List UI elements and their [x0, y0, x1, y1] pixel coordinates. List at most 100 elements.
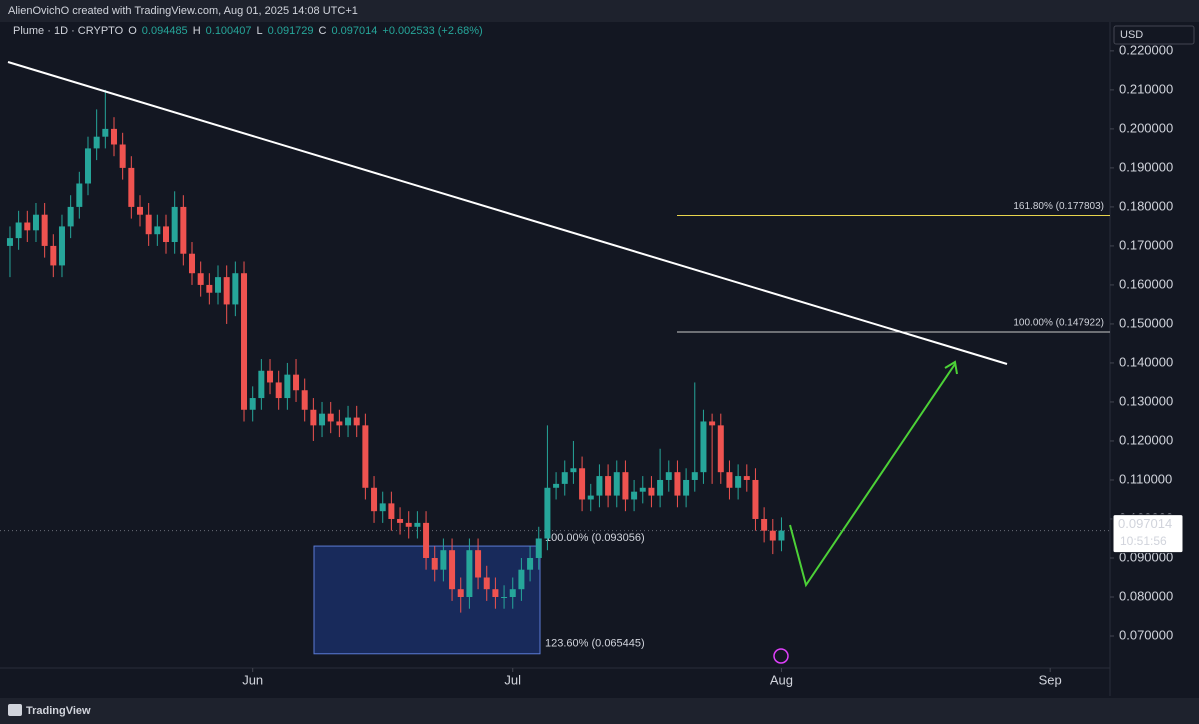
zone-top-label: 100.00% (0.093056): [545, 532, 645, 544]
candle-body: [119, 144, 126, 168]
projection-arrow: [789, 363, 956, 588]
candle-body: [67, 206, 74, 227]
candle-body: [110, 128, 117, 145]
y-tick-label: 0.120000: [1119, 432, 1173, 447]
candle-body: [414, 522, 421, 527]
candle-body: [440, 550, 447, 570]
candle-body: [197, 273, 204, 285]
candle-body: [579, 468, 586, 500]
x-tick-label: Sep: [1039, 672, 1062, 687]
zone-bottom-label: 123.60% (0.065445): [545, 638, 645, 650]
candle-body: [735, 476, 742, 488]
candle-body: [665, 472, 672, 480]
attribution: AlienOvichO created with TradingView.com…: [8, 5, 358, 17]
y-tick-label: 0.180000: [1119, 198, 1173, 213]
candle-body: [423, 522, 430, 558]
event-icon[interactable]: [773, 648, 789, 664]
y-tick-label: 0.130000: [1119, 393, 1173, 408]
candle-body: [267, 370, 274, 383]
candle-body: [483, 577, 490, 590]
candle-body: [310, 409, 317, 426]
ohlc-label: H: [193, 25, 201, 37]
last-price-label: 0.097014: [1118, 516, 1172, 531]
y-tick-label: 0.200000: [1119, 120, 1173, 135]
candle-body: [284, 374, 291, 399]
candle-body: [145, 214, 152, 235]
ohlc-value: 0.091729: [268, 25, 314, 37]
candle-body: [102, 128, 109, 137]
candle-body: [93, 136, 100, 149]
candle-body: [336, 421, 343, 426]
candle-body: [527, 557, 534, 570]
candle-body: [258, 370, 265, 399]
trend-line: [7, 61, 1008, 365]
y-tick-label: 0.170000: [1119, 237, 1173, 252]
candle-body: [189, 253, 196, 274]
change: +0.002533 (+2.68%): [382, 25, 482, 37]
y-tick-label: 0.070000: [1119, 627, 1173, 642]
candle-body: [535, 538, 542, 558]
currency: USD: [1120, 29, 1143, 41]
candle-body: [457, 589, 464, 598]
candle-body: [180, 206, 187, 254]
currency-box[interactable]: [1113, 25, 1195, 45]
candle-body: [362, 425, 369, 488]
candle-body: [449, 550, 456, 590]
candle-body: [128, 167, 135, 207]
y-tick-label: 0.140000: [1119, 354, 1173, 369]
bottom-bar: [0, 698, 1199, 724]
candle-body: [726, 472, 733, 488]
candle-body: [631, 491, 638, 500]
countdown: 10:51:56: [1120, 534, 1167, 548]
candle-body: [327, 413, 334, 422]
candle-body: [518, 569, 525, 590]
candle-body: [397, 518, 404, 523]
ohlc-value: 0.100407: [206, 25, 252, 37]
candle-body: [353, 417, 360, 426]
candle-body: [6, 238, 13, 246]
y-tick-label: 0.080000: [1119, 588, 1173, 603]
candle-body: [709, 421, 716, 426]
candle-body: [388, 503, 395, 519]
candle-body: [492, 589, 499, 598]
last-price-box: [1112, 514, 1184, 554]
y-tick-label: 0.160000: [1119, 276, 1173, 291]
candle-body: [345, 417, 352, 426]
candle-body: [501, 597, 508, 599]
candle-body: [41, 214, 48, 246]
candle-body: [691, 472, 698, 480]
candle-body: [319, 413, 326, 426]
ohlc-label: C: [319, 25, 327, 37]
candle-body: [509, 589, 516, 598]
fib-label: 100.00% (0.147922): [1013, 318, 1104, 329]
candle-body: [136, 206, 143, 215]
candle-body: [215, 277, 222, 293]
candle-body: [154, 226, 161, 235]
ohlc-value: 0.094485: [142, 25, 188, 37]
candle-body: [232, 273, 239, 305]
candle-body: [475, 550, 482, 578]
candle-body: [206, 284, 213, 293]
candle-body: [743, 476, 750, 480]
candle-body: [553, 483, 560, 488]
y-tick-label: 0.090000: [1119, 549, 1173, 564]
candle-body: [683, 479, 690, 496]
candle-body: [657, 479, 664, 496]
candle-body: [24, 222, 31, 231]
candle-body: [293, 374, 300, 391]
brand[interactable]: TradingView: [26, 705, 91, 717]
candle-body: [84, 148, 91, 184]
candle-body: [249, 398, 256, 410]
candle-body: [561, 472, 568, 484]
candle-body: [570, 468, 577, 473]
arrow-head: [944, 360, 958, 375]
fib-label: 161.80% (0.177803): [1013, 201, 1104, 212]
candle-body: [466, 550, 473, 598]
candle-body: [717, 425, 724, 473]
candle-body: [76, 183, 83, 207]
candle-body: [301, 390, 308, 410]
candle-body: [648, 487, 655, 496]
candle-body: [50, 245, 57, 266]
